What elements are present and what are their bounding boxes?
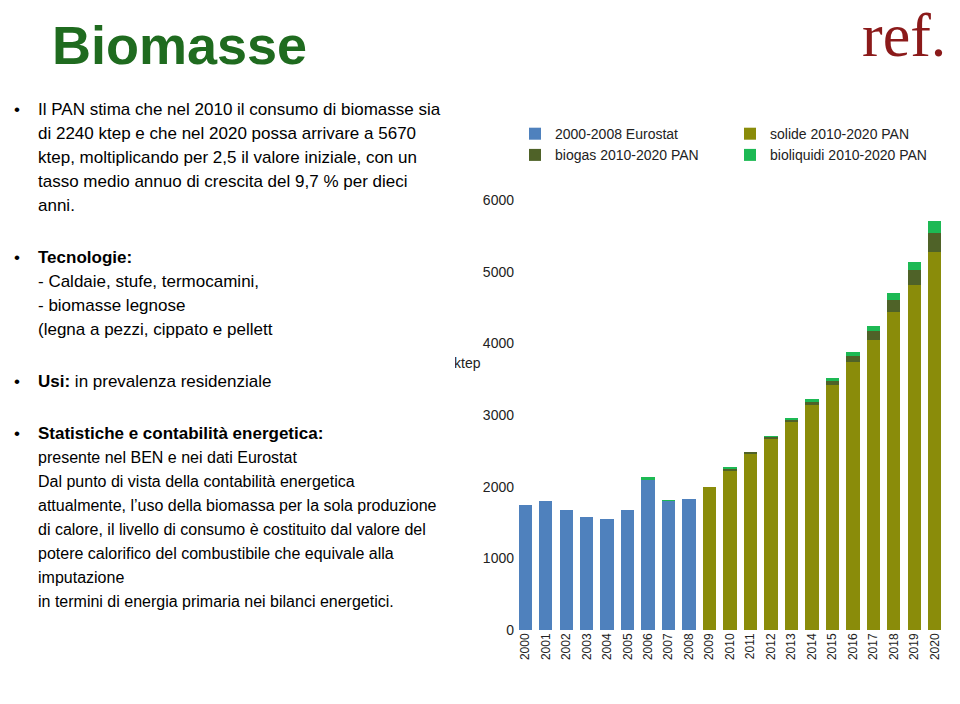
svg-text:2003: 2003: [580, 633, 594, 660]
html-text:Statistiche e contabilità ener: Statistiche e contabilità energetica:: [38, 424, 324, 443]
svg-text:6000: 6000: [483, 192, 514, 208]
svg-text:4000: 4000: [483, 335, 514, 351]
svg-text:2019: 2019: [907, 633, 921, 660]
svg-text:2006: 2006: [641, 633, 655, 660]
html-text:Il PAN stima che nel 2010 il c: Il PAN stima che nel 2010 il consumo di …: [38, 100, 441, 215]
svg-text:solide 2010-2020 PAN: solide 2010-2020 PAN: [770, 126, 909, 142]
svg-text:2011: 2011: [743, 633, 757, 659]
svg-text:3000: 3000: [483, 407, 514, 423]
svg-text:2000: 2000: [518, 633, 532, 660]
svg-text:ktep: ktep: [455, 355, 481, 371]
svg-text:0: 0: [506, 622, 514, 638]
html-text:- Caldaie, stufe, termocamini,: - Caldaie, stufe, termocamini,: [38, 272, 260, 291]
svg-text:2008: 2008: [682, 633, 696, 660]
svg-text:2002: 2002: [559, 633, 573, 660]
svg-text:bioliquidi 2010-2020 PAN: bioliquidi 2010-2020 PAN: [770, 147, 927, 163]
svg-text:2012: 2012: [764, 633, 778, 660]
html-text:in termini di energia primaria: in termini di energia primaria nei bilan…: [38, 593, 394, 610]
svg-text:2013: 2013: [784, 633, 798, 660]
svg-text:biogas 2010-2020 PAN: biogas 2010-2020 PAN: [555, 147, 699, 163]
html-text:ref.: ref.: [862, 1, 947, 69]
svg-text:2009: 2009: [702, 633, 716, 660]
svg-text:2014: 2014: [805, 633, 819, 660]
svg-text:2010: 2010: [723, 633, 737, 660]
html-text:Tecnologie:: Tecnologie:: [38, 248, 133, 267]
svg-text:2018: 2018: [887, 633, 901, 660]
svg-text:2007: 2007: [661, 633, 675, 660]
svg-text:2017: 2017: [866, 633, 880, 660]
svg-text:2020: 2020: [928, 633, 942, 660]
html-text:Dal punto di vista della conta: Dal punto di vista della contabilità ene…: [38, 473, 437, 586]
svg-text:2015: 2015: [825, 633, 839, 660]
svg-text:5000: 5000: [483, 264, 514, 280]
svg-text:2016: 2016: [846, 633, 860, 660]
html-text:Usi: in prevalenza residenzial: Usi: in prevalenza residenziale: [38, 372, 272, 391]
svg-text:2005: 2005: [621, 633, 635, 660]
html-text:- biomasse legnose: - biomasse legnose: [38, 296, 186, 315]
html-text:(legna a pezzi, cippato e pell: (legna a pezzi, cippato e pellett: [38, 320, 273, 339]
svg-text:2001: 2001: [539, 633, 553, 660]
svg-text:2004: 2004: [600, 633, 614, 660]
svg-text:2000-2008 Eurostat: 2000-2008 Eurostat: [555, 126, 678, 142]
html-text:Biomasse: Biomasse: [52, 15, 308, 75]
html-text:presente nel BEN e nei dati Eu: presente nel BEN e nei dati Eurostat: [38, 449, 297, 466]
svg-text:2000: 2000: [483, 479, 514, 495]
svg-text:1000: 1000: [483, 550, 514, 566]
